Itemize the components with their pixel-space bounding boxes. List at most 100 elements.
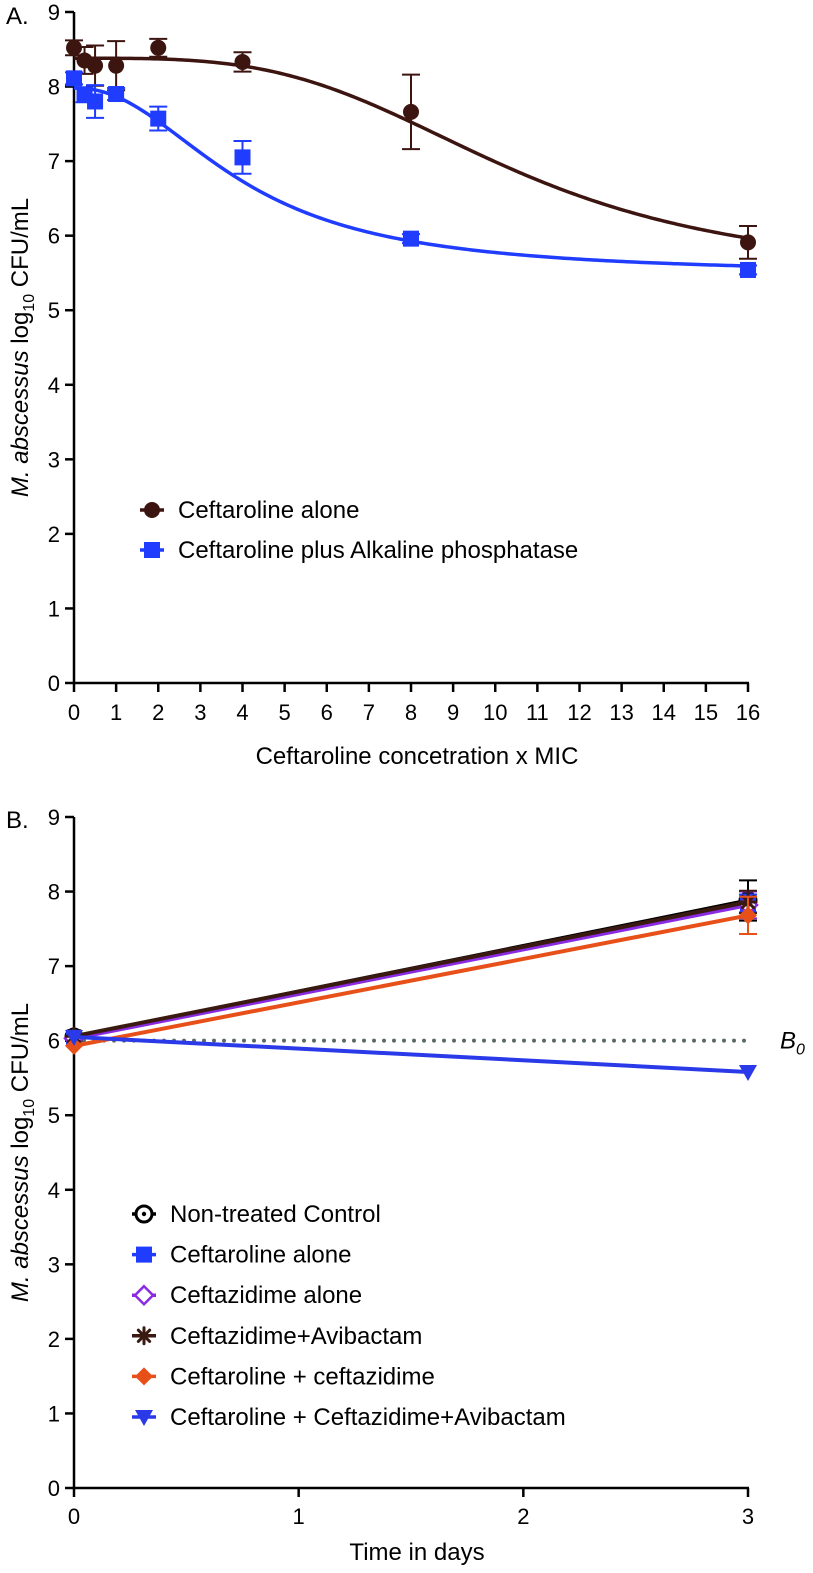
y-title-subscript: 10 bbox=[21, 294, 38, 312]
data-point bbox=[66, 39, 82, 56]
y-tick-label: 7 bbox=[48, 954, 60, 979]
data-point bbox=[740, 261, 756, 278]
x-tick-label: 1 bbox=[110, 700, 122, 725]
x-tick-label: 1 bbox=[293, 1504, 305, 1529]
series-line-ceftaroline-ceftazidime-avibactam bbox=[73, 1034, 749, 1074]
y-axis-title: M. abscessus log10 CFU/mL bbox=[7, 198, 38, 497]
data-point bbox=[66, 70, 82, 87]
legend-marker bbox=[134, 1204, 154, 1224]
x-tick-label: 13 bbox=[609, 700, 633, 725]
x-tick-label: 16 bbox=[736, 700, 760, 725]
y-title-species: M. abscessus bbox=[7, 1155, 34, 1302]
data-point bbox=[403, 103, 419, 120]
x-tick-label: 10 bbox=[483, 700, 507, 725]
x-tick-label: 0 bbox=[68, 1504, 80, 1529]
x-axis-title: Time in days bbox=[349, 1539, 484, 1566]
data-point bbox=[234, 53, 251, 70]
y-tick-label: 9 bbox=[48, 805, 60, 830]
legend-marker bbox=[135, 1367, 153, 1386]
x-tick-label: 11 bbox=[526, 700, 549, 725]
y-tick-label: 1 bbox=[48, 1401, 60, 1426]
x-tick-label: 3 bbox=[742, 1504, 754, 1529]
y-title-species: M. abscessus bbox=[7, 350, 34, 497]
legend-item-ceftaroline-ceftazidime: Ceftaroline + ceftazidime bbox=[132, 1363, 435, 1390]
data-point bbox=[65, 1029, 83, 1046]
reference-label-sub: 0 bbox=[796, 1042, 805, 1059]
data-point bbox=[739, 1064, 757, 1081]
legend-label: Ceftazidime+Avibactam bbox=[170, 1323, 422, 1350]
y-tick-label: 7 bbox=[48, 149, 60, 174]
legend-marker bbox=[135, 1410, 153, 1426]
y-tick-label: 3 bbox=[48, 1252, 60, 1277]
x-tick-label: 7 bbox=[363, 700, 375, 725]
x-tick-label: 14 bbox=[652, 700, 676, 725]
data-point bbox=[108, 86, 125, 103]
y-title-unit: CFU/mL bbox=[7, 1003, 34, 1099]
legend-marker bbox=[136, 1246, 152, 1263]
y-axis-title: M. abscessus log10 CFU/mL bbox=[7, 1003, 38, 1302]
y-tick-label: 8 bbox=[48, 880, 60, 905]
data-point bbox=[87, 93, 104, 110]
data-point bbox=[403, 230, 419, 247]
legend-item-ceftaroline-plus-alkaline-phosphatase: Ceftaroline plus Alkaline phosphatase bbox=[140, 537, 578, 564]
y-tick-label: 3 bbox=[48, 447, 60, 472]
data-point bbox=[87, 57, 104, 74]
legend-label: Ceftaroline plus Alkaline phosphatase bbox=[178, 537, 578, 564]
y-tick-label: 2 bbox=[48, 1327, 60, 1352]
panel-label: A. bbox=[6, 3, 29, 30]
y-tick-label: 9 bbox=[48, 0, 60, 25]
data-point bbox=[739, 906, 757, 925]
legend-label: Ceftaroline alone bbox=[178, 497, 359, 524]
legend-marker bbox=[133, 1284, 155, 1306]
legend-label: Ceftaroline + ceftazidime bbox=[170, 1363, 435, 1390]
legend-item-ceftaroline-alone: Ceftaroline alone bbox=[132, 1242, 351, 1269]
x-tick-label: 6 bbox=[321, 700, 333, 725]
x-tick-label: 4 bbox=[236, 700, 248, 725]
series-ceftaroline-alone bbox=[65, 37, 757, 260]
x-tick-label: 2 bbox=[152, 700, 164, 725]
y-tick-label: 4 bbox=[48, 1178, 60, 1203]
y-tick-label: 8 bbox=[48, 75, 60, 100]
data-point bbox=[740, 234, 756, 251]
y-tick-label: 1 bbox=[48, 596, 60, 621]
data-point bbox=[234, 149, 251, 166]
legend-marker-dot bbox=[141, 1211, 147, 1217]
y-tick-label: 6 bbox=[48, 224, 60, 249]
series-ceftaroline-plus-alkaline-phosphatase bbox=[65, 70, 757, 278]
series-line-ceftaroline-ceftazidime bbox=[73, 913, 749, 1048]
x-tick-label: 3 bbox=[194, 700, 206, 725]
x-tick-label: 15 bbox=[694, 700, 718, 725]
x-tick-label: 12 bbox=[567, 700, 591, 725]
y-tick-label: 0 bbox=[48, 671, 60, 696]
legend-marker bbox=[144, 542, 160, 558]
legend-label: Ceftazidime alone bbox=[170, 1282, 362, 1309]
series-line-ceftazidime-alone bbox=[73, 903, 749, 1041]
legend-item-non-treated-control: Non-treated Control bbox=[132, 1201, 381, 1228]
reference-line-label: B0 bbox=[780, 1028, 805, 1059]
legend-marker bbox=[134, 1326, 154, 1346]
y-tick-label: 2 bbox=[48, 522, 60, 547]
x-tick-label: 0 bbox=[68, 700, 80, 725]
y-title-log: log bbox=[7, 1117, 34, 1156]
legend-item-ceftazidime-alone: Ceftazidime alone bbox=[132, 1282, 362, 1309]
legend-marker-stroke bbox=[136, 1328, 152, 1343]
series-ceftaroline-ceftazidime-avibactam bbox=[65, 1029, 757, 1081]
data-point bbox=[150, 39, 167, 56]
panel-b: B. 0 1 2 3 4 5 6 7 8 9 0 1 2 3 Time in days M. abscessus… bbox=[6, 805, 805, 1566]
y-tick-label: 6 bbox=[48, 1029, 60, 1054]
legend-item-ceftazidime-avibactam: Ceftazidime+Avibactam bbox=[132, 1323, 422, 1350]
x-tick-label: 2 bbox=[517, 1504, 529, 1529]
y-title-subscript: 10 bbox=[21, 1099, 38, 1117]
data-point bbox=[150, 110, 167, 127]
data-point bbox=[108, 57, 125, 74]
x-axis-title: Ceftaroline concetration x MIC bbox=[256, 743, 579, 770]
y-title-unit: CFU/mL bbox=[7, 198, 34, 294]
y-tick-label: 5 bbox=[48, 1103, 60, 1128]
y-tick-label: 5 bbox=[48, 298, 60, 323]
x-tick-label: 5 bbox=[279, 700, 291, 725]
series-line-ceftazidime-avibactam bbox=[73, 900, 749, 1039]
y-tick-label: 4 bbox=[48, 373, 60, 398]
legend-item-ceftaroline-ceftazidime-avibactam: Ceftaroline + Ceftazidime+Avibactam bbox=[132, 1404, 566, 1431]
x-tick-label: 8 bbox=[405, 700, 417, 725]
